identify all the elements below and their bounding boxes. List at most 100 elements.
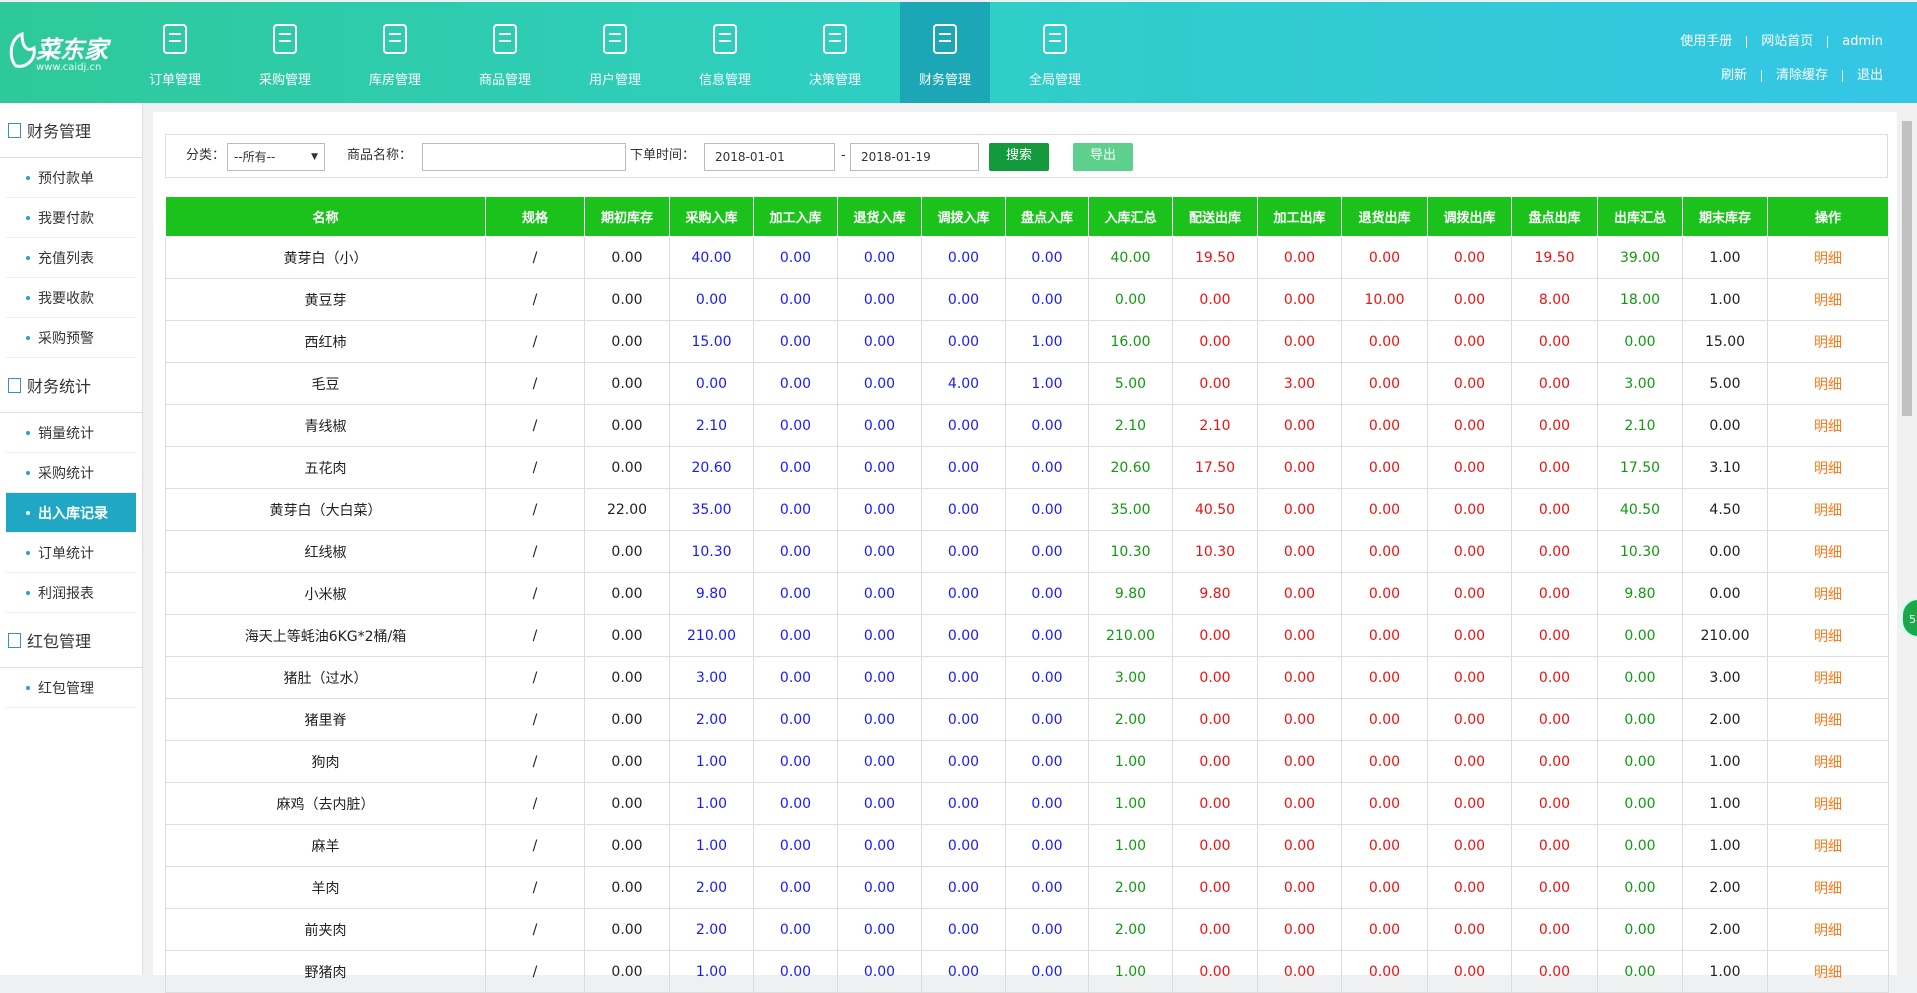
cell: 10.00 — [1341, 278, 1428, 321]
cell: 0.00 — [921, 782, 1006, 825]
detail-link[interactable]: 明细 — [1767, 614, 1889, 657]
export-button[interactable]: 导出 — [1073, 143, 1133, 171]
nav-item[interactable]: 信息管理 — [680, 2, 770, 103]
nav-item[interactable]: 库房管理 — [350, 2, 440, 103]
table-row: 西红柿/0.00 15.00 0.00 0.00 0.00 1.00 16.00 0.00 0.… — [165, 320, 1889, 363]
cell: 0.00 — [1597, 950, 1683, 993]
logo[interactable]: 菜东家 www.caidj.cn — [6, 26, 126, 76]
cell: 0.00 — [1005, 782, 1089, 825]
cell: 0.00 — [753, 824, 838, 867]
detail-link[interactable]: 明细 — [1767, 866, 1889, 909]
top-link[interactable]: 退出 — [1841, 69, 1897, 82]
cell: 0.00 — [1341, 404, 1428, 447]
table-row: 红线椒/0.00 10.30 0.00 0.00 0.00 0.00 10.30 10.30 0… — [165, 530, 1889, 573]
nav-item[interactable]: 订单管理 — [130, 2, 220, 103]
menu-item[interactable]: 预付款单 — [6, 158, 136, 198]
nav-icon — [273, 24, 297, 54]
cell: 0.00 — [1257, 824, 1342, 867]
detail-link[interactable]: 明细 — [1767, 236, 1889, 279]
menu-item[interactable]: 出入库记录 — [6, 493, 136, 533]
cell: 0.00 — [1511, 740, 1598, 783]
logo-name: 菜东家 — [36, 36, 108, 64]
cell: 3.00 — [1682, 656, 1768, 699]
cell: 0.00 — [1511, 656, 1598, 699]
detail-link[interactable]: 明细 — [1767, 446, 1889, 489]
cell: 0.00 — [1257, 530, 1342, 573]
date-to[interactable]: 2018-01-19 — [850, 143, 979, 171]
cell: 0.00 — [753, 782, 838, 825]
cell: 0.00 — [1005, 278, 1089, 321]
cell: 0.00 — [837, 698, 922, 741]
category-select[interactable]: --所有-- ▼ — [227, 143, 325, 171]
cell: 0.00 — [1427, 656, 1512, 699]
detail-link[interactable]: 明细 — [1767, 908, 1889, 951]
menu-item[interactable]: 采购预警 — [6, 318, 136, 358]
menu-item[interactable]: 采购统计 — [6, 453, 136, 493]
cell: 210.00 — [1088, 614, 1173, 657]
cell: 10.30 — [1172, 530, 1258, 573]
cell: 20.60 — [1088, 446, 1173, 489]
menu-item[interactable]: 充值列表 — [6, 238, 136, 278]
detail-link[interactable]: 明细 — [1767, 404, 1889, 447]
scrollbar[interactable] — [1897, 103, 1917, 975]
top-link[interactable]: 使用手册 — [1680, 34, 1733, 49]
nav-item[interactable]: 用户管理 — [570, 2, 660, 103]
cell: / — [485, 824, 585, 867]
detail-link[interactable]: 明细 — [1767, 362, 1889, 405]
cell: 0.00 — [753, 572, 838, 615]
cell: 0.00 — [1341, 698, 1428, 741]
detail-link[interactable]: 明细 — [1767, 950, 1889, 993]
nav-icon — [823, 24, 847, 54]
search-button[interactable]: 搜索 — [989, 143, 1049, 171]
cell: 2.00 — [1682, 866, 1768, 909]
table-row: 前夹肉/0.00 2.00 0.00 0.00 0.00 0.00 2.00 0.00 0.00… — [165, 908, 1889, 951]
cell: 0.00 — [1511, 698, 1598, 741]
nav-icon — [1043, 24, 1067, 54]
scroll-thumb[interactable] — [1902, 121, 1912, 416]
detail-link[interactable]: 明细 — [1767, 698, 1889, 741]
detail-link[interactable]: 明细 — [1767, 278, 1889, 321]
menu-item[interactable]: 我要付款 — [6, 198, 136, 238]
cell: 1.00 — [1088, 740, 1173, 783]
cell: 0.00 — [921, 530, 1006, 573]
detail-link[interactable]: 明细 — [1767, 530, 1889, 573]
detail-link[interactable]: 明细 — [1767, 824, 1889, 867]
cell: 0.00 — [753, 236, 838, 279]
cell: 0.00 — [1257, 236, 1342, 279]
date-value: 2018-01-01 — [715, 150, 785, 164]
nav-item[interactable]: 采购管理 — [240, 2, 330, 103]
cell: 0.00 — [1341, 908, 1428, 951]
detail-link[interactable]: 明细 — [1767, 740, 1889, 783]
menu-item[interactable]: 我要收款 — [6, 278, 136, 318]
cell: 19.50 — [1511, 236, 1598, 279]
cell: 2.00 — [1088, 698, 1173, 741]
cell: 0.00 — [1341, 446, 1428, 489]
top-link[interactable]: admin — [1827, 35, 1897, 48]
nav-item[interactable]: 决策管理 — [790, 2, 880, 103]
menu-item[interactable]: 红包管理 — [6, 668, 136, 708]
cell: 0.00 — [1341, 866, 1428, 909]
date-from[interactable]: 2018-01-01 — [704, 143, 835, 171]
detail-link[interactable]: 明细 — [1767, 782, 1889, 825]
detail-link[interactable]: 明细 — [1767, 488, 1889, 531]
nav-item[interactable]: 商品管理 — [460, 2, 550, 103]
cell: 0.00 — [753, 908, 838, 951]
menu-item[interactable]: 销量统计 — [6, 413, 136, 453]
top-link[interactable]: 清除缓存 — [1760, 69, 1842, 82]
cell: 3.00 — [1257, 362, 1342, 405]
menu-item[interactable]: 利润报表 — [6, 573, 136, 613]
detail-link[interactable]: 明细 — [1767, 572, 1889, 615]
cell: 1.00 — [1682, 236, 1768, 279]
group-title-text: 财务统计 — [27, 377, 92, 396]
date-separator: - — [841, 148, 846, 163]
detail-link[interactable]: 明细 — [1767, 320, 1889, 363]
top-link[interactable]: 刷新 — [1720, 68, 1747, 83]
cell: 0.00 — [1511, 446, 1598, 489]
nav-item[interactable]: 全局管理 — [1010, 2, 1100, 103]
detail-link[interactable]: 明细 — [1767, 656, 1889, 699]
top-link[interactable]: 网站首页 — [1746, 35, 1827, 48]
name-input[interactable] — [422, 143, 626, 171]
cell: 0.00 — [1511, 572, 1598, 615]
menu-item[interactable]: 订单统计 — [6, 533, 136, 573]
nav-item[interactable]: 财务管理 — [900, 2, 990, 103]
